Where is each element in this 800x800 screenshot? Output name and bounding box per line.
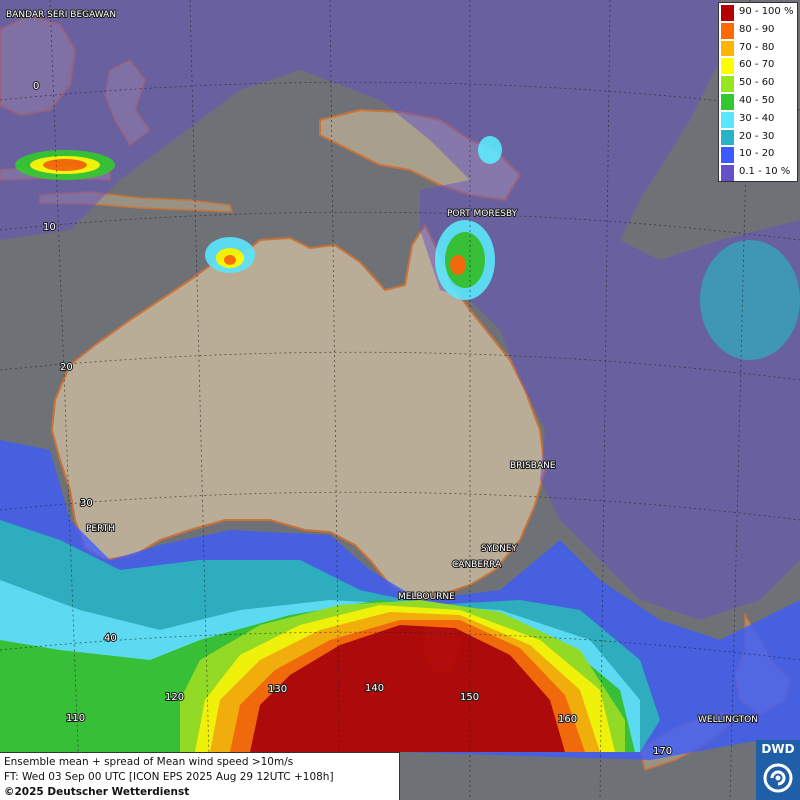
legend-entry: 30 - 40 <box>719 111 797 129</box>
city-label-sydney: SYDNEY <box>481 544 518 554</box>
grid-label-lat-30: 30 <box>80 498 93 509</box>
legend-label: 60 - 70 <box>739 59 775 71</box>
legend-swatch <box>721 129 734 146</box>
product-description: Ensemble mean + spread of Mean wind spee… <box>4 756 294 768</box>
city-label-bandar-seri-begawan: BANDAR SERI BEGAWAN <box>6 10 116 20</box>
legend-entry: 10 - 20 <box>719 146 797 164</box>
city-label-brisbane: BRISBANE <box>510 461 556 471</box>
legend-label: 10 - 20 <box>739 148 775 160</box>
city-label-canberra: CANBERRA <box>452 560 502 570</box>
legend-swatch <box>721 147 734 164</box>
lesser-sunda-islands <box>39 191 234 213</box>
legend-entry: 50 - 60 <box>719 75 797 93</box>
legend-swatch <box>721 165 734 181</box>
grid-label-lon-140: 140 <box>365 683 384 694</box>
forecast-time: FT: Wed 03 Sep 00 UTC [ICON EPS 2025 Aug… <box>4 771 334 783</box>
grid-label-lon-170: 170 <box>653 746 672 757</box>
legend-entry: 60 - 70 <box>719 57 797 75</box>
legend-label: 40 - 50 <box>739 95 775 106</box>
grid-label-lon-120: 120 <box>165 692 184 703</box>
legend-label: 20 - 30 <box>739 130 775 142</box>
city-label-perth: PERTH <box>86 524 115 534</box>
legend-entry: 70 - 80 <box>719 40 797 58</box>
grid-label-lon-150: 150 <box>460 692 479 703</box>
grid-label-lat-20: 20 <box>60 362 73 373</box>
forecast-info-box: Ensemble mean + spread of Mean wind spee… <box>0 752 400 800</box>
new-guinea <box>319 108 522 202</box>
grid-label-lat-40: 40 <box>104 633 117 644</box>
legend-swatch <box>721 58 734 75</box>
grid-label-lon-160: 160 <box>558 714 577 725</box>
legend-swatch <box>721 94 734 110</box>
legend-entry: 40 - 50 <box>719 93 797 111</box>
grid-label-lon-130: 130 <box>268 684 287 695</box>
city-label-wellington: WELLINGTON <box>698 715 758 725</box>
legend-entry: 0.1 - 10 % <box>719 164 797 182</box>
sulawesi <box>104 59 152 147</box>
australia-landmass <box>50 222 547 600</box>
legend-label: 70 - 80 <box>739 41 775 53</box>
legend-swatch <box>721 76 734 92</box>
legend-swatch <box>721 5 734 21</box>
dwd-logo: DWD <box>756 740 800 800</box>
city-label-melbourne: MELBOURNE <box>398 592 455 602</box>
legend-swatch <box>721 111 734 128</box>
legend-label: 80 - 90 <box>739 23 775 35</box>
grid-label-lat-0: 0 <box>33 81 39 92</box>
legend-entry: 90 - 100 % <box>719 4 797 22</box>
dwd-logo-text: DWD <box>761 742 795 756</box>
grid-label-lon-110: 110 <box>66 713 85 724</box>
legend-label: 50 - 60 <box>739 77 775 89</box>
probability-legend: 90 - 100 % 80 - 90 70 - 80 60 - 70 50 - … <box>718 2 798 182</box>
dwd-swirl-icon <box>763 763 793 793</box>
probability-field <box>0 0 800 760</box>
grid-label-lat-10: 10 <box>43 222 56 233</box>
legend-swatch <box>721 40 734 57</box>
copyright: ©2025 Deutscher Wetterdienst <box>4 786 190 798</box>
borneo <box>0 13 77 117</box>
legend-label: 0.1 - 10 % <box>739 166 791 178</box>
city-label-port-moresby: PORT MORESBY <box>447 209 518 219</box>
legend-label: 30 - 40 <box>739 112 775 124</box>
legend-entry: 20 - 30 <box>719 129 797 147</box>
legend-entry: 80 - 90 <box>719 22 797 40</box>
legend-label: 90 - 100 % <box>739 6 794 17</box>
legend-swatch <box>721 22 734 39</box>
